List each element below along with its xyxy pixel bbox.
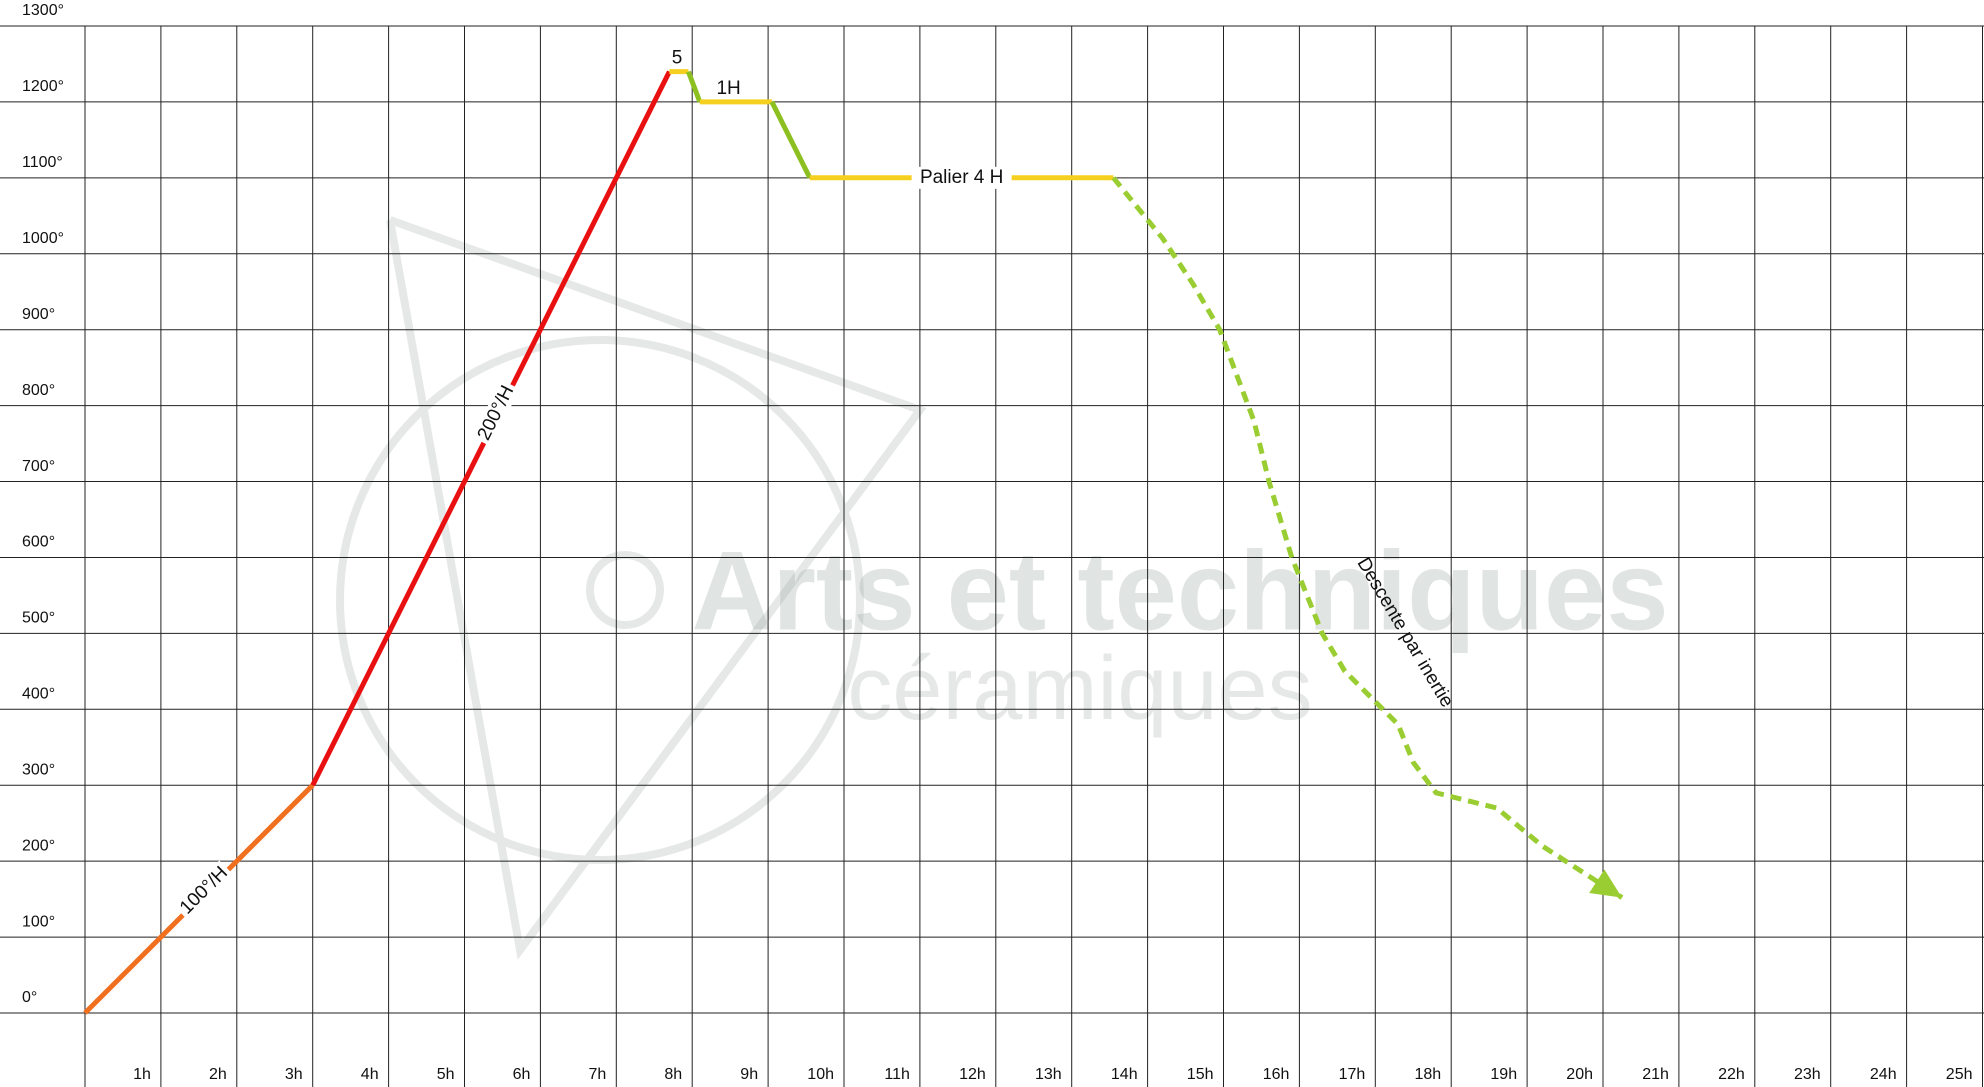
annotation-label: 1H (716, 78, 740, 99)
x-tick-label: 16h (1263, 1066, 1290, 1083)
x-tick-label: 12h (959, 1066, 986, 1083)
x-tick-label: 19h (1490, 1066, 1517, 1083)
annotation: Palier 4 H (911, 166, 1012, 189)
y-tick-label: 100° (22, 913, 55, 930)
x-tick-label: 6h (513, 1066, 531, 1083)
x-tick-label: 1h (133, 1066, 151, 1083)
annotation-bg (911, 166, 1012, 189)
x-tick-label: 7h (589, 1066, 607, 1083)
x-tick-label: 17h (1339, 1066, 1366, 1083)
watermark-logo (336, 216, 927, 960)
x-tick-label: 9h (740, 1066, 758, 1083)
y-tick-label: 800° (22, 382, 55, 399)
y-tick-label: 500° (22, 610, 55, 627)
y-tick-label: 1000° (22, 230, 64, 247)
annotation-label: 5 (672, 48, 683, 69)
x-tick-label: 23h (1794, 1066, 1821, 1083)
grid (0, 25, 1984, 1087)
x-tick-label: 4h (361, 1066, 379, 1083)
annotation: 200°/H (472, 379, 520, 447)
x-tick-label: 10h (807, 1066, 834, 1083)
x-tick-label: 18h (1414, 1066, 1441, 1083)
x-tick-label: 2h (209, 1066, 227, 1083)
annotation-label: 100°/H (176, 862, 232, 918)
y-tick-label: 600° (22, 534, 55, 551)
annotation: 5 (672, 48, 683, 69)
x-tick-label: 21h (1642, 1066, 1669, 1083)
y-tick-label: 200° (22, 837, 55, 854)
line-series (769, 100, 813, 179)
annotation: 1H (716, 78, 740, 99)
watermark-title: Arts et techniques (691, 529, 1668, 654)
y-tick-label: 1300° (22, 2, 64, 19)
annotation: 100°/H (173, 860, 235, 921)
x-tick-label: 8h (664, 1066, 682, 1083)
line-series (1111, 176, 1624, 900)
y-tick-label: 700° (22, 458, 55, 475)
y-tick-label: 0° (22, 989, 37, 1006)
watermark-subtitle: céramiques (847, 639, 1312, 739)
y-tick-label: 1100° (22, 154, 63, 171)
annotation-bg (173, 860, 235, 921)
x-tick-label: 22h (1718, 1066, 1745, 1083)
x-tick-label: 13h (1035, 1066, 1062, 1083)
x-tick-label: 14h (1111, 1066, 1138, 1083)
x-tick-label: 20h (1566, 1066, 1593, 1083)
arrow-head (1589, 869, 1622, 898)
annotation-bg (472, 379, 520, 447)
x-tick-label: 3h (285, 1066, 303, 1083)
y-tick-label: 300° (22, 761, 55, 778)
x-tick-label: 11h (884, 1066, 910, 1083)
annotation-label: 200°/H (474, 382, 519, 444)
x-tick-label: 24h (1870, 1066, 1897, 1083)
y-tick-label: 1200° (22, 78, 64, 95)
x-tick-label: 5h (437, 1066, 455, 1083)
x-tick-label: 25h (1946, 1066, 1973, 1083)
line-series (686, 70, 703, 103)
annotation-label: Palier 4 H (920, 167, 1003, 188)
y-tick-label: 900° (22, 306, 55, 323)
y-tick-label: 400° (22, 686, 55, 703)
x-tick-label: 15h (1187, 1066, 1214, 1083)
